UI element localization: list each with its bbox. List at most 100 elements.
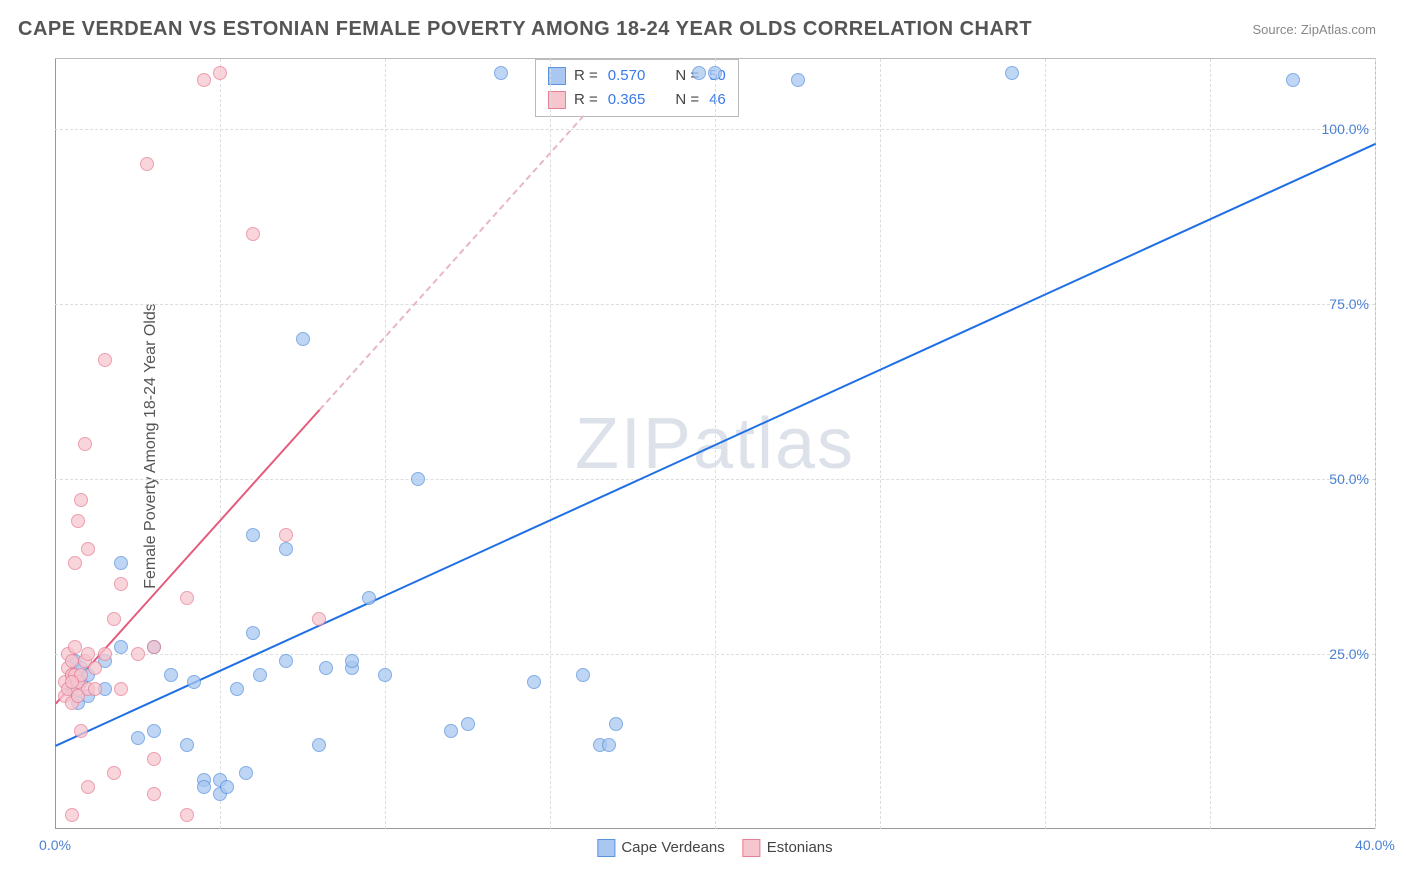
scatter-point <box>71 514 85 528</box>
scatter-point <box>279 542 293 556</box>
scatter-point <box>68 640 82 654</box>
scatter-point <box>131 731 145 745</box>
scatter-point <box>187 675 201 689</box>
scatter-point <box>88 682 102 696</box>
legend-r-label: R = <box>574 88 598 112</box>
source-attribution: Source: ZipAtlas.com <box>1252 22 1376 37</box>
scatter-point <box>609 717 623 731</box>
legend-n-label: N = <box>675 88 699 112</box>
scatter-point <box>147 787 161 801</box>
chart-title: CAPE VERDEAN VS ESTONIAN FEMALE POVERTY … <box>18 18 1032 41</box>
scatter-point <box>576 668 590 682</box>
legend-row: R = 0.365 N = 46 <box>548 88 726 112</box>
scatter-point <box>279 528 293 542</box>
scatter-point <box>527 675 541 689</box>
source-name: ZipAtlas.com <box>1301 22 1376 37</box>
scatter-point <box>461 717 475 731</box>
scatter-point <box>602 738 616 752</box>
gridline-vertical <box>385 59 386 829</box>
legend-r-value: 0.570 <box>608 64 646 88</box>
series-legend-item: Estonians <box>743 839 833 857</box>
scatter-point <box>81 780 95 794</box>
scatter-point <box>78 437 92 451</box>
scatter-point <box>114 577 128 591</box>
scatter-point <box>147 752 161 766</box>
series-label: Cape Verdeans <box>621 839 724 856</box>
scatter-point <box>378 668 392 682</box>
scatter-point <box>279 654 293 668</box>
scatter-point <box>114 640 128 654</box>
series-legend-item: Cape Verdeans <box>597 839 724 857</box>
scatter-point <box>114 556 128 570</box>
scatter-point <box>1005 66 1019 80</box>
scatter-point <box>180 808 194 822</box>
x-tick-label: 40.0% <box>1355 837 1395 853</box>
scatter-point <box>296 332 310 346</box>
scatter-point <box>81 647 95 661</box>
y-tick-label: 25.0% <box>1329 646 1369 662</box>
scatter-point <box>494 66 508 80</box>
scatter-point <box>81 542 95 556</box>
scatter-point <box>147 724 161 738</box>
source-label: Source: <box>1252 22 1300 37</box>
scatter-point <box>65 808 79 822</box>
scatter-point <box>98 647 112 661</box>
x-tick-label: 0.0% <box>39 837 71 853</box>
watermark-part-a: ZIP <box>575 404 693 484</box>
scatter-point <box>107 612 121 626</box>
gridline-vertical <box>550 59 551 829</box>
gridline-vertical <box>880 59 881 829</box>
scatter-point <box>74 724 88 738</box>
scatter-point <box>180 738 194 752</box>
scatter-point <box>107 766 121 780</box>
scatter-point <box>246 626 260 640</box>
scatter-point <box>791 73 805 87</box>
scatter-point <box>140 157 154 171</box>
scatter-point <box>253 668 267 682</box>
gridline-vertical <box>1045 59 1046 829</box>
series-label: Estonians <box>767 839 833 856</box>
scatter-point <box>1286 73 1300 87</box>
gridline-vertical <box>1375 59 1376 829</box>
scatter-point <box>74 493 88 507</box>
scatter-point <box>197 780 211 794</box>
scatter-point <box>246 227 260 241</box>
scatter-point <box>312 612 326 626</box>
legend-r-value: 0.365 <box>608 88 646 112</box>
y-tick-label: 75.0% <box>1329 296 1369 312</box>
legend-n-value: 46 <box>709 88 726 112</box>
scatter-point <box>88 661 102 675</box>
gridline-vertical <box>220 59 221 829</box>
y-tick-label: 100.0% <box>1322 121 1369 137</box>
scatter-point <box>65 654 79 668</box>
scatter-point <box>65 675 79 689</box>
scatter-point <box>220 780 234 794</box>
scatter-point <box>345 654 359 668</box>
scatter-point <box>197 73 211 87</box>
scatter-point <box>708 66 722 80</box>
scatter-point <box>213 66 227 80</box>
y-axis-line <box>55 59 56 829</box>
scatter-point <box>180 591 194 605</box>
scatter-point <box>319 661 333 675</box>
scatter-point <box>246 528 260 542</box>
scatter-point <box>312 738 326 752</box>
trendline-dashed <box>319 115 584 410</box>
scatter-point <box>362 591 376 605</box>
series-legend: Cape Verdeans Estonians <box>597 839 832 857</box>
gridline-vertical <box>1210 59 1211 829</box>
scatter-plot-area: ZIPatlas R =0.570N =50R =0.365N =46 Cape… <box>55 58 1376 829</box>
scatter-point <box>68 556 82 570</box>
scatter-point <box>239 766 253 780</box>
scatter-point <box>131 647 145 661</box>
scatter-point <box>411 472 425 486</box>
legend-swatch <box>597 839 615 857</box>
correlation-legend: R =0.570N =50R =0.365N =46 <box>535 59 739 117</box>
scatter-point <box>164 668 178 682</box>
scatter-point <box>692 66 706 80</box>
legend-swatch <box>743 839 761 857</box>
scatter-point <box>444 724 458 738</box>
scatter-point <box>147 640 161 654</box>
scatter-point <box>98 353 112 367</box>
scatter-point <box>114 682 128 696</box>
